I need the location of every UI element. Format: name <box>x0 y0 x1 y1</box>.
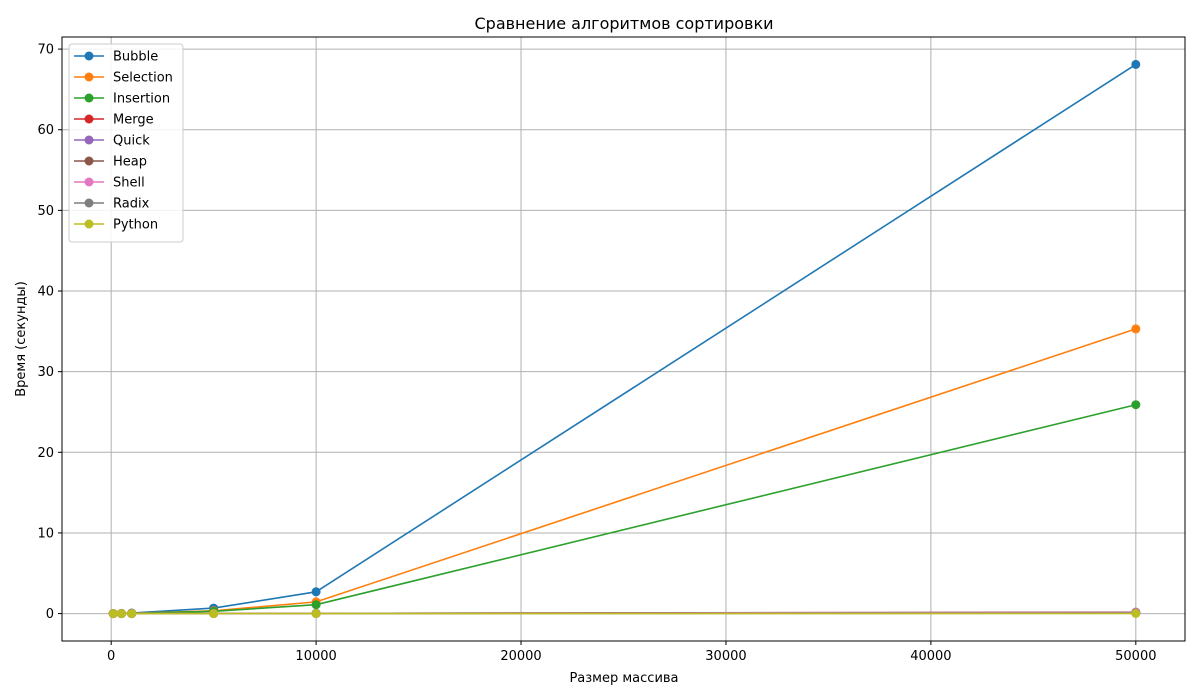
legend-marker <box>84 93 94 103</box>
legend-item: Radix <box>74 197 150 212</box>
legend-marker <box>84 51 94 61</box>
legend-marker <box>84 72 94 82</box>
x-tick-label: 20000 <box>500 649 541 664</box>
legend: Bubble Selection Insertion Merge Quick Heap Sh… <box>68 43 184 243</box>
legend-marker <box>84 156 94 166</box>
y-tick-label: 30 <box>37 365 54 380</box>
legend-label: Insertion <box>113 92 170 107</box>
data-point <box>1131 400 1141 410</box>
series-line <box>113 63 1137 615</box>
series-line <box>113 403 1137 615</box>
legend-item: Insertion <box>74 92 170 107</box>
legend-item: Shell <box>74 176 145 191</box>
x-tick-label: 10000 <box>295 649 336 664</box>
plot-frame <box>61 36 1186 642</box>
data-point <box>311 587 321 597</box>
legend-box <box>68 43 184 243</box>
data-point <box>127 609 137 619</box>
x-axis-title: Размер массива <box>569 671 678 686</box>
x-tick-label: 0 <box>107 649 115 664</box>
legend-marker <box>84 135 94 145</box>
y-axis-title: Время (секунды) <box>14 281 29 397</box>
data-point <box>311 600 321 610</box>
y-tick-label: 60 <box>37 123 54 138</box>
legend-label: Shell <box>113 176 145 191</box>
legend-marker <box>84 114 94 124</box>
data-point <box>311 609 321 619</box>
grid <box>62 37 1185 641</box>
data-point <box>1131 59 1141 69</box>
legend-item: Bubble <box>74 50 158 65</box>
legend-label: Selection <box>113 71 173 86</box>
legend-marker <box>84 219 94 229</box>
y-tick-label: 40 <box>37 285 54 300</box>
legend-label: Heap <box>113 155 147 170</box>
legend-item: Merge <box>74 113 154 128</box>
legend-item: Quick <box>74 134 150 149</box>
legend-label: Merge <box>113 113 154 128</box>
y-tick-label: 70 <box>37 43 54 58</box>
legend-label: Quick <box>113 134 150 149</box>
series-python <box>108 609 1141 619</box>
legend-label: Python <box>113 218 158 233</box>
x-axis: 0 10000 20000 30000 40000 50000 <box>107 641 1156 664</box>
x-tick-label: 50000 <box>1115 649 1156 664</box>
legend-item: Python <box>74 218 158 233</box>
y-tick-label: 20 <box>37 446 54 461</box>
data-point <box>209 609 219 619</box>
series-layer <box>108 59 1141 619</box>
data-point <box>108 609 118 619</box>
x-tick-label: 30000 <box>705 649 746 664</box>
series-selection <box>108 324 1141 619</box>
legend-marker <box>84 177 94 187</box>
y-tick-label: 0 <box>46 607 54 622</box>
data-point <box>116 609 126 619</box>
legend-marker <box>84 198 94 208</box>
legend-label: Radix <box>113 197 150 212</box>
legend-item: Selection <box>74 71 173 86</box>
y-tick-label: 50 <box>37 204 54 219</box>
y-tick-label: 10 <box>37 526 54 541</box>
x-tick-label: 40000 <box>910 649 951 664</box>
data-point <box>1131 324 1141 334</box>
data-point <box>1131 609 1141 619</box>
series-bubble <box>108 59 1141 619</box>
y-axis: 0 10 20 30 40 50 60 70 <box>37 43 62 622</box>
chart-title: Сравнение алгоритмов сортировки <box>474 14 773 33</box>
legend-label: Bubble <box>113 50 158 65</box>
legend-item: Heap <box>74 155 147 170</box>
series-insertion <box>108 400 1141 619</box>
